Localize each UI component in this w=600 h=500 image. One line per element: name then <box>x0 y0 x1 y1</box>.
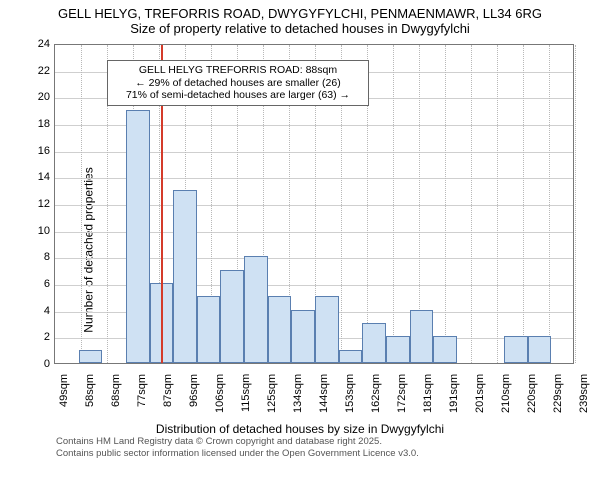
x-axis-label: Distribution of detached houses by size … <box>0 422 600 436</box>
annotation-box: GELL HELYG TREFORRIS ROAD: 88sqm ← 29% o… <box>107 60 369 106</box>
x-tick-label: 229sqm <box>552 374 564 413</box>
y-tick-label: 22 <box>26 65 50 77</box>
x-tick-label: 106sqm <box>214 374 226 413</box>
y-tick-label: 8 <box>26 251 50 263</box>
y-tick-label: 20 <box>26 91 50 103</box>
y-tick-label: 12 <box>26 198 50 210</box>
y-tick-label: 18 <box>26 118 50 130</box>
y-tick-label: 14 <box>26 171 50 183</box>
x-tick-label: 115sqm <box>240 374 252 412</box>
gridline-v <box>575 45 576 363</box>
gridline-v <box>393 45 394 363</box>
y-tick-label: 6 <box>26 278 50 290</box>
x-tick-label: 162sqm <box>370 374 382 413</box>
gridline-v <box>445 45 446 363</box>
x-tick-label: 153sqm <box>344 374 356 413</box>
chart-container: Number of detached properties GELL HELYG… <box>0 40 600 460</box>
histogram-bar <box>386 336 410 363</box>
title-line-1: GELL HELYG, TREFORRIS ROAD, DWYGYFYLCHI,… <box>0 6 600 21</box>
y-tick-label: 4 <box>26 305 50 317</box>
attribution-line-2: Contains public sector information licen… <box>56 448 419 460</box>
gridline-v <box>471 45 472 363</box>
x-tick-label: 201sqm <box>474 374 486 413</box>
x-tick-label: 210sqm <box>500 374 512 413</box>
y-tick-label: 10 <box>26 225 50 237</box>
histogram-bar <box>220 270 244 363</box>
histogram-bar <box>362 323 386 363</box>
histogram-bar <box>528 336 552 363</box>
x-tick-label: 191sqm <box>448 374 460 413</box>
x-tick-label: 96sqm <box>188 374 200 407</box>
histogram-bar <box>244 256 268 363</box>
x-tick-label: 68sqm <box>110 374 122 407</box>
title-line-2: Size of property relative to detached ho… <box>0 21 600 36</box>
histogram-bar <box>291 310 315 363</box>
x-tick-label: 181sqm <box>422 374 434 413</box>
annotation-line-3: 71% of semi-detached houses are larger (… <box>114 89 362 102</box>
gridline-v <box>81 45 82 363</box>
attribution-line-1: Contains HM Land Registry data © Crown c… <box>56 436 419 448</box>
histogram-bar <box>410 310 434 363</box>
x-tick-label: 239sqm <box>578 374 590 413</box>
x-tick-label: 87sqm <box>162 374 174 407</box>
gridline-v <box>523 45 524 363</box>
gridline-v <box>549 45 550 363</box>
histogram-bar <box>126 110 150 363</box>
attribution: Contains HM Land Registry data © Crown c… <box>56 436 419 460</box>
histogram-bar <box>173 190 197 363</box>
x-tick-label: 172sqm <box>396 374 408 413</box>
gridline-v <box>497 45 498 363</box>
y-tick-label: 16 <box>26 145 50 157</box>
y-tick-label: 0 <box>26 358 50 370</box>
histogram-bar <box>79 350 103 363</box>
x-tick-label: 49sqm <box>58 374 70 407</box>
x-tick-label: 134sqm <box>292 374 304 413</box>
chart-title-block: GELL HELYG, TREFORRIS ROAD, DWYGYFYLCHI,… <box>0 0 600 36</box>
x-tick-label: 125sqm <box>266 374 278 413</box>
histogram-bar <box>268 296 292 363</box>
plot-area: GELL HELYG TREFORRIS ROAD: 88sqm ← 29% o… <box>54 44 574 364</box>
annotation-line-2: ← 29% of detached houses are smaller (26… <box>114 77 362 90</box>
x-tick-label: 58sqm <box>84 374 96 407</box>
y-tick-label: 2 <box>26 331 50 343</box>
annotation-line-1: GELL HELYG TREFORRIS ROAD: 88sqm <box>114 64 362 77</box>
y-tick-label: 24 <box>26 38 50 50</box>
x-tick-label: 77sqm <box>136 374 148 407</box>
histogram-bar <box>339 350 363 363</box>
x-tick-label: 144sqm <box>318 374 330 413</box>
histogram-bar <box>504 336 528 363</box>
histogram-bar <box>315 296 339 363</box>
histogram-bar <box>433 336 457 363</box>
histogram-bar <box>197 296 221 363</box>
x-tick-label: 220sqm <box>526 374 538 413</box>
